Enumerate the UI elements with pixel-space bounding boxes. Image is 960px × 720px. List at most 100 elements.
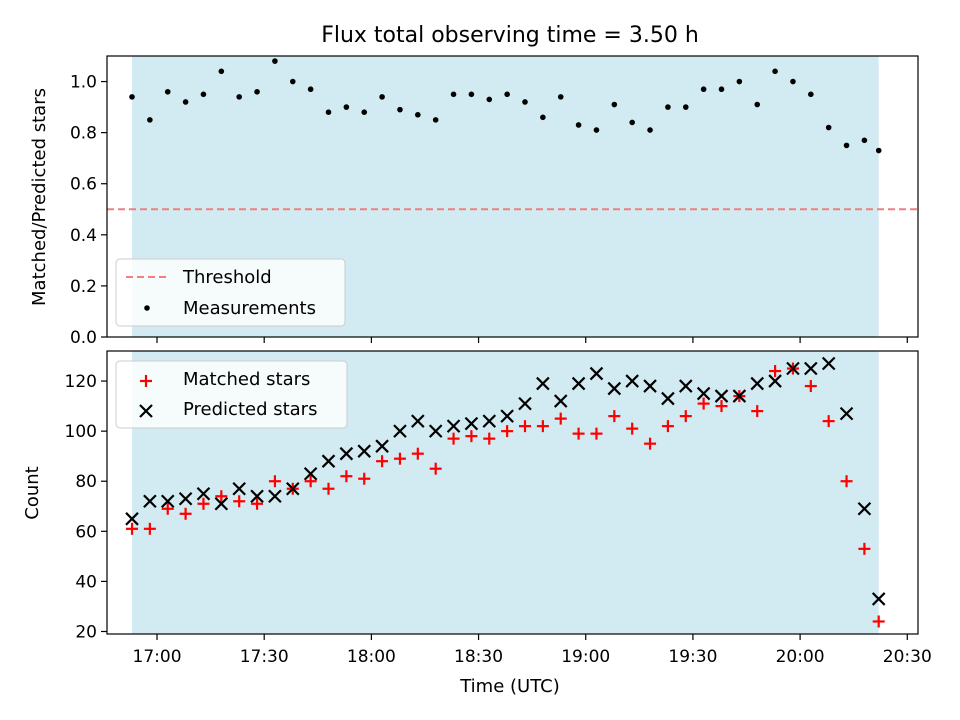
measurement-point — [522, 99, 528, 105]
matched-star-point — [429, 462, 442, 475]
top-y-tick-label: 0.4 — [70, 226, 97, 246]
matched-star-point — [483, 432, 496, 445]
matched-star-point — [465, 430, 478, 443]
matched-star-point — [268, 475, 281, 488]
measurement-point — [182, 99, 189, 105]
matched-star-point — [304, 475, 317, 488]
predicted-star-point — [643, 379, 657, 393]
predicted-star-point — [143, 494, 157, 509]
predicted-star-point — [125, 512, 139, 526]
x-axis-label: Time (UTC) — [459, 676, 560, 697]
predicted-star-point — [553, 394, 568, 408]
predicted-star-point — [536, 376, 550, 391]
predicted-star-point — [625, 374, 639, 388]
bottom-y-tick-label: 120 — [65, 372, 97, 392]
x-tick-label: 20:30 — [883, 647, 932, 667]
matched-star-point — [179, 507, 192, 520]
predicted-star-point — [411, 414, 425, 428]
measurement-point — [540, 114, 546, 121]
predicted-star-point — [857, 502, 872, 516]
measurement-point — [129, 94, 135, 100]
bottom-y-tick-label: 60 — [75, 522, 97, 542]
matched-star-point — [626, 422, 639, 435]
predicted-star-point — [196, 486, 211, 501]
matched-star-point — [376, 455, 389, 468]
predicted-stars-points — [125, 356, 886, 606]
bottom-x-ticks: 17:00 17:30 18:00 18:30 19:00 19:30 20:00 20:30 — [133, 634, 932, 667]
predicted-star-point — [178, 491, 193, 506]
matched-star-point — [233, 495, 246, 508]
top-panel: 0.0 0.2 0.4 0.6 0.8 1.0 Matched/Predicted sta… — [29, 55, 919, 348]
measurement-point — [415, 111, 421, 118]
matched-star-point — [840, 475, 853, 488]
top-y-tick-label: 1.0 — [70, 73, 97, 93]
measurement-point — [236, 94, 242, 100]
predicted-star-point — [871, 592, 886, 606]
matched-star-point — [358, 472, 371, 485]
measurement-point — [307, 86, 314, 93]
matched-star-point — [340, 470, 353, 483]
predicted-star-point — [589, 366, 604, 381]
predicted-star-point — [768, 374, 782, 388]
top-axes-frame — [106, 55, 919, 338]
x-tick-label: 17:30 — [240, 647, 289, 667]
legend-predicted-swatch — [139, 404, 153, 418]
legend-measurements-label: Measurements — [183, 298, 316, 319]
matched-star-point — [215, 490, 228, 503]
measurement-point — [754, 101, 761, 108]
measurement-point — [875, 147, 882, 154]
measurement-point — [772, 68, 778, 75]
legend-predicted-label: Predicted stars — [183, 399, 317, 420]
bottom-legend: Matched stars Predicted stars — [115, 360, 348, 429]
matched-star-point — [858, 542, 871, 555]
measurement-point — [557, 94, 564, 100]
predicted-star-point — [160, 494, 175, 509]
predicted-star-point — [321, 454, 336, 468]
measurement-point — [611, 101, 618, 108]
measurement-point — [861, 137, 868, 144]
predicted-star-point — [804, 361, 818, 376]
predicted-star-point — [732, 389, 747, 403]
predicted-star-point — [607, 381, 622, 396]
predicted-star-point — [518, 396, 532, 411]
predicted-star-point — [303, 466, 318, 481]
predicted-star-point — [696, 386, 711, 401]
measurement-point — [718, 86, 725, 93]
matched-star-point — [661, 420, 674, 433]
measurement-point — [647, 127, 653, 133]
bottom-y-tick-label: 20 — [75, 622, 97, 642]
matched-star-point — [697, 397, 710, 410]
matched-star-point — [519, 420, 532, 433]
predicted-star-point — [714, 389, 729, 403]
matched-star-point — [126, 522, 139, 535]
predicted-star-point — [428, 424, 443, 438]
predicted-star-point — [750, 376, 765, 391]
matched-star-point — [804, 380, 817, 393]
matched-star-point — [554, 412, 567, 425]
measurement-point — [450, 91, 457, 98]
measurement-point — [325, 109, 332, 115]
measurement-point — [843, 142, 850, 149]
predicted-star-point — [268, 489, 282, 504]
bottom-y-axis-label: Count — [22, 466, 43, 519]
matched-star-point — [679, 410, 692, 423]
measurement-point — [361, 109, 368, 115]
predicted-star-point — [839, 406, 854, 421]
x-tick-label: 18:00 — [347, 647, 396, 667]
measurement-points — [129, 58, 882, 154]
bottom-y-tick-label: 100 — [65, 422, 97, 442]
top-y-tick-label: 0.0 — [70, 328, 97, 348]
top-x-ticks — [156, 337, 908, 343]
measurement-point — [790, 78, 796, 85]
top-y-axis-label: Matched/Predicted stars — [29, 88, 50, 306]
top-y-tick-label: 0.8 — [70, 124, 97, 144]
measurement-point — [289, 78, 296, 85]
predicted-star-point — [464, 416, 479, 431]
measurement-point — [343, 104, 350, 110]
top-legend-box — [115, 258, 346, 327]
predicted-star-point — [339, 446, 354, 461]
bottom-panel: 20 40 60 80 100 120 17:00 17:30 18:00 18:30 19:00… — [22, 350, 932, 697]
matched-star-point — [411, 447, 424, 460]
matched-star-point — [572, 427, 585, 440]
matched-star-point — [769, 365, 782, 378]
